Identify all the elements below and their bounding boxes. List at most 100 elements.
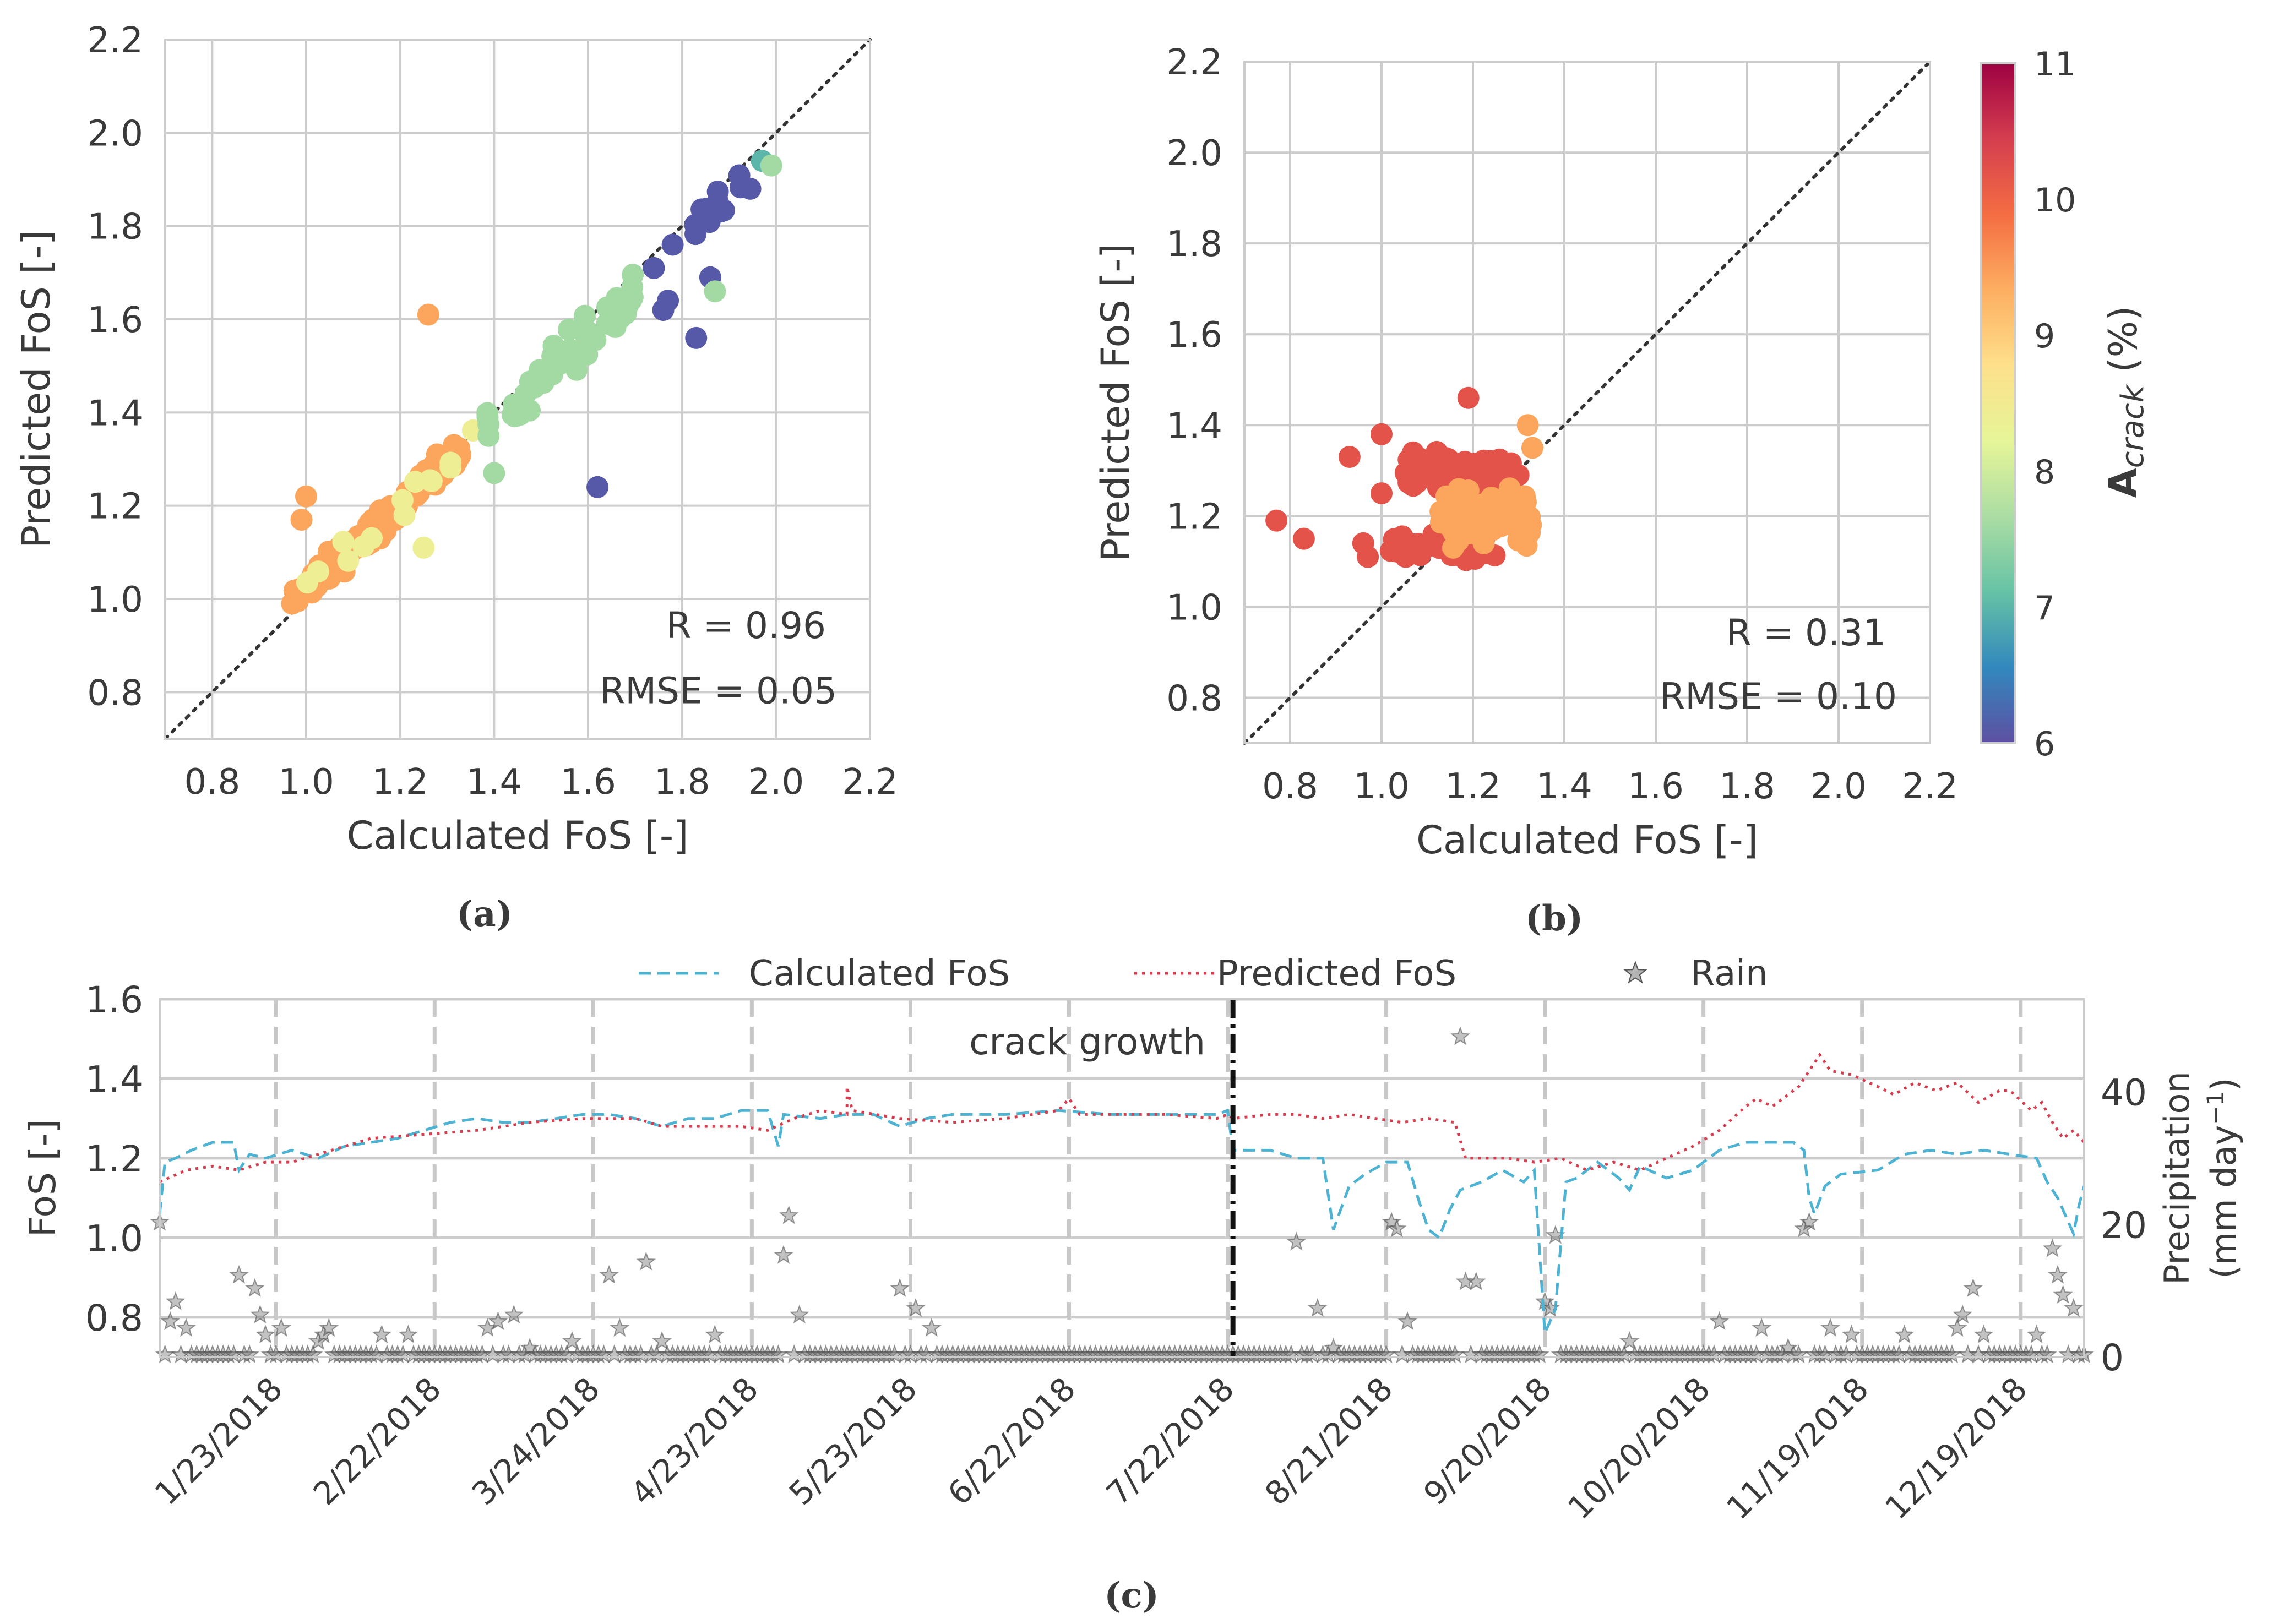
- rain-star-marker: [1752, 1318, 1772, 1337]
- rain-star-marker: [1530, 1344, 1549, 1364]
- rain-star-marker: [1445, 1344, 1465, 1364]
- a-data-point: [439, 451, 462, 474]
- c-x-tick-label: 5/23/2018: [782, 1370, 924, 1512]
- b-x-tick-label: 0.8: [1262, 766, 1318, 807]
- rain-star-marker: [255, 1325, 275, 1344]
- calculated-fos-series: [158, 1108, 2086, 1334]
- b-data-point: [1408, 459, 1431, 482]
- a-y-tick-label: 2.2: [87, 20, 143, 61]
- b-data-point: [1357, 546, 1379, 568]
- colorbar-tick-label: 11: [2034, 45, 2076, 84]
- a-data-point: [412, 536, 435, 559]
- b-x-tick-label: 1.0: [1353, 766, 1410, 807]
- a-data-point: [476, 406, 499, 429]
- colorbar-tick-label: 10: [2034, 181, 2076, 220]
- a-data-point: [295, 485, 317, 508]
- rain-star-marker: [1841, 1325, 1862, 1344]
- rain-star-marker: [398, 1325, 418, 1344]
- rain-star-marker: [372, 1325, 392, 1344]
- a-y-tick-label: 1.6: [87, 300, 143, 341]
- rain-star-marker: [1466, 1271, 1486, 1290]
- b-x-tick-label: 2.0: [1810, 766, 1867, 807]
- rain-star-marker: [2048, 1265, 2068, 1284]
- c-x-tick-label: 1/23/2018: [148, 1370, 290, 1512]
- b-data-point: [1392, 530, 1415, 552]
- a-data-point: [368, 509, 391, 531]
- rain-star-marker: [2026, 1325, 2047, 1344]
- rain-star-marker: [1942, 1344, 1962, 1364]
- b-data-point: [1457, 386, 1480, 409]
- b-data-point: [1514, 485, 1536, 508]
- b-x-tick-label: 1.4: [1536, 766, 1592, 807]
- rain-star-marker: [599, 1265, 619, 1284]
- a-x-tick-label: 1.2: [372, 762, 428, 803]
- crack-growth-label: crack growth: [969, 1021, 1205, 1063]
- c-left-tick-label: 1.2: [85, 1138, 143, 1180]
- rain-star-marker: [610, 1318, 630, 1337]
- colorbar-tick-label: 9: [2034, 317, 2055, 356]
- a-data-point: [643, 257, 665, 279]
- a-x-tick-label: 1.8: [654, 762, 710, 803]
- rain-star-marker: [562, 1331, 582, 1350]
- b-data-point: [1513, 509, 1536, 532]
- a-x-tick-label: 0.8: [184, 762, 240, 803]
- rain-star-marker: [652, 1331, 672, 1350]
- legend-predicted-label: Predicted FoS: [1217, 953, 1456, 994]
- panel-c-right-axis-label: Precipitation: [2157, 1071, 2197, 1285]
- rain-star-marker: [165, 1291, 186, 1310]
- panel-b-rmse-annotation: RMSE = 0.10: [1660, 675, 1897, 717]
- b-y-tick-label: 2.2: [1166, 42, 1222, 83]
- c-x-tick-label: 8/21/2018: [1258, 1370, 1400, 1512]
- panel-c-right-axis-unit-exp: −1: [2202, 1091, 2229, 1125]
- a-x-tick-label: 1.6: [560, 762, 616, 803]
- rain-star-marker: [705, 1325, 725, 1344]
- colorbar: [1980, 62, 2016, 744]
- rain-star-marker: [244, 1278, 265, 1297]
- c-left-tick-label: 0.8: [85, 1297, 143, 1339]
- a-data-point: [728, 164, 751, 187]
- rain-star-marker: [303, 1344, 323, 1364]
- a-y-tick-label: 1.8: [87, 207, 143, 248]
- rain-star-marker: [160, 1311, 181, 1331]
- b-y-tick-label: 0.8: [1166, 678, 1222, 719]
- a-data-point: [542, 335, 565, 357]
- panel-a-r-annotation: R = 0.96: [666, 604, 826, 647]
- c-right-tick-label: 20: [2101, 1204, 2147, 1246]
- c-x-tick-label: 3/24/2018: [465, 1370, 607, 1512]
- rain-star-marker: [488, 1311, 508, 1331]
- b-data-point: [1265, 509, 1288, 532]
- legend-calculated-label: Calculated FoS: [749, 953, 1010, 994]
- b-data-point: [1521, 437, 1543, 459]
- rain-star-marker: [921, 1318, 942, 1337]
- rain-star-marker: [271, 1318, 291, 1337]
- a-data-point: [332, 531, 355, 553]
- a-data-point: [420, 470, 443, 492]
- b-data-point: [1429, 511, 1452, 534]
- b-y-tick-label: 1.8: [1166, 224, 1222, 265]
- a-data-point: [576, 343, 599, 366]
- rain-star-marker: [1307, 1298, 1328, 1317]
- rain-star-marker: [1947, 1318, 1967, 1337]
- colorbar-tick-label: 7: [2034, 589, 2055, 628]
- a-y-tick-label: 2.0: [87, 113, 143, 154]
- b-y-tick-label: 1.6: [1166, 315, 1222, 356]
- b-y-tick-label: 1.2: [1166, 497, 1222, 537]
- rain-star-marker: [1386, 1218, 1407, 1238]
- a-data-point: [548, 353, 571, 375]
- b-data-point: [1470, 524, 1492, 546]
- a-x-tick-label: 1.4: [466, 762, 522, 803]
- rain-star-marker: [240, 1344, 260, 1364]
- panel-c-right-axis-unit-close: ): [2204, 1078, 2244, 1091]
- rain-star-marker: [2042, 1238, 2063, 1257]
- panel-c-legend: Calculated FoS Predicted FoS Rain: [639, 953, 1768, 994]
- rain-star-marker: [250, 1304, 270, 1324]
- a-data-point: [661, 233, 684, 256]
- panel-c-caption: (c): [1104, 1575, 1159, 1616]
- panel-a-scatter: 0.8 1.0 1.2 1.4 1.6 1.8 2.0 2.2 0.8 1.0 1.2 1.4 1.6…: [14, 20, 898, 935]
- c-right-tick-label: 0: [2101, 1337, 2124, 1379]
- rain-star-marker: [636, 1251, 656, 1271]
- b-y-tick-label: 1.4: [1166, 406, 1222, 446]
- a-data-point: [518, 399, 541, 422]
- rain-star-marker: [319, 1318, 339, 1337]
- rain-star-marker: [176, 1318, 196, 1337]
